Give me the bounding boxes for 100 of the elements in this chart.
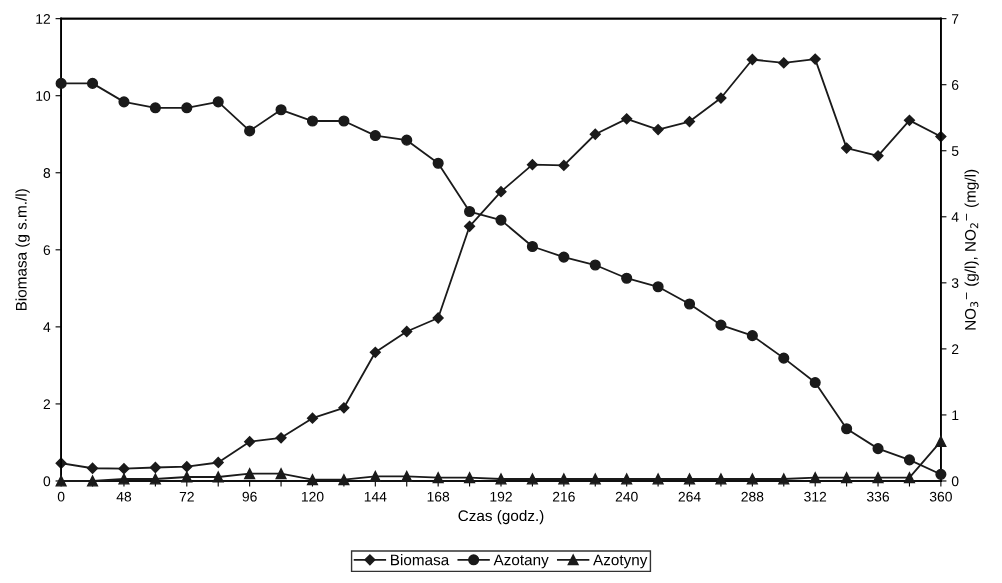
point bbox=[872, 443, 884, 455]
legend-label: Biomasa bbox=[391, 554, 450, 566]
x-tick-label: 336 bbox=[866, 491, 890, 502]
point bbox=[55, 77, 67, 89]
y2-tick-label: 3 bbox=[951, 278, 959, 289]
point bbox=[401, 470, 413, 482]
point bbox=[809, 472, 821, 484]
point bbox=[589, 473, 601, 485]
point bbox=[432, 312, 444, 324]
point bbox=[715, 319, 727, 331]
x-tick-label: 192 bbox=[490, 491, 512, 502]
point bbox=[338, 115, 350, 127]
point bbox=[526, 240, 538, 253]
point bbox=[683, 473, 696, 485]
point bbox=[432, 157, 444, 169]
y-tick-label: 12 bbox=[36, 13, 51, 24]
point bbox=[778, 57, 790, 69]
point bbox=[903, 114, 916, 126]
point bbox=[935, 435, 947, 447]
point bbox=[495, 473, 507, 485]
point bbox=[495, 186, 507, 198]
y2-tick-label: 6 bbox=[952, 80, 959, 90]
legend-label: Azotany bbox=[493, 554, 549, 569]
x-tick-label: 312 bbox=[804, 491, 827, 502]
x-axis-title: Czas (godz.) bbox=[458, 509, 544, 525]
point bbox=[715, 473, 727, 485]
point bbox=[652, 281, 664, 293]
point bbox=[212, 456, 224, 469]
point bbox=[746, 473, 758, 485]
point bbox=[244, 468, 256, 480]
point bbox=[935, 468, 947, 480]
point bbox=[903, 454, 916, 466]
point bbox=[212, 96, 224, 108]
point bbox=[306, 474, 319, 486]
point bbox=[652, 473, 664, 485]
point bbox=[306, 412, 319, 424]
point bbox=[401, 134, 413, 146]
x-tick-label: 72 bbox=[179, 491, 194, 502]
point bbox=[746, 330, 758, 342]
y2-tick-label: 7 bbox=[952, 14, 959, 24]
point bbox=[432, 472, 444, 484]
point bbox=[683, 298, 696, 310]
point bbox=[181, 471, 193, 483]
point bbox=[558, 251, 570, 263]
point bbox=[903, 472, 916, 484]
y-axis-title: Biomasa (g s.m./l) bbox=[15, 189, 30, 311]
point bbox=[275, 104, 287, 116]
x-tick-label: 96 bbox=[242, 491, 257, 502]
point bbox=[401, 325, 413, 338]
y-tick-label: 4 bbox=[43, 322, 51, 332]
point bbox=[495, 214, 507, 226]
y2-axis-title: NO$_{3}$$^{−}$ (g/l), NO$_{2}$$^{−}$ (mg/l) bbox=[964, 169, 979, 330]
y-tick-label: 2 bbox=[43, 399, 51, 409]
point bbox=[369, 346, 381, 358]
legend-label: Azotyny bbox=[593, 554, 648, 569]
point bbox=[872, 472, 884, 484]
point bbox=[778, 352, 790, 364]
x-tick-label: 288 bbox=[741, 491, 764, 502]
y-tick-label: 10 bbox=[36, 91, 51, 101]
point bbox=[118, 96, 130, 108]
x-tick-label: 168 bbox=[427, 491, 450, 502]
point bbox=[558, 159, 570, 172]
point bbox=[86, 475, 99, 487]
point bbox=[464, 472, 476, 484]
point bbox=[338, 402, 350, 414]
point bbox=[244, 125, 256, 137]
point bbox=[841, 423, 853, 435]
y2-tick-label: 5 bbox=[951, 146, 959, 156]
point bbox=[306, 115, 319, 127]
x-tick-label: 264 bbox=[678, 491, 701, 502]
point bbox=[652, 124, 664, 136]
point bbox=[841, 472, 853, 484]
y-tick-label: 6 bbox=[43, 245, 51, 255]
point bbox=[369, 470, 381, 482]
x-tick-label: 0 bbox=[57, 491, 65, 502]
point bbox=[212, 471, 224, 483]
point bbox=[118, 473, 130, 485]
point bbox=[118, 463, 130, 475]
point bbox=[841, 142, 853, 154]
point bbox=[338, 474, 350, 486]
point bbox=[181, 461, 193, 473]
point bbox=[872, 150, 884, 162]
point bbox=[809, 377, 821, 389]
point bbox=[149, 473, 161, 485]
point bbox=[621, 113, 633, 125]
point bbox=[149, 461, 161, 474]
y2-tick-label: 4 bbox=[951, 212, 959, 222]
point bbox=[181, 102, 193, 114]
point bbox=[86, 462, 99, 474]
y-tick-label: 0 bbox=[43, 476, 51, 487]
y2-tick-label: 2 bbox=[951, 344, 959, 354]
x-tick-label: 360 bbox=[929, 491, 952, 502]
x-tick-label: 48 bbox=[116, 491, 132, 502]
point bbox=[589, 259, 601, 271]
point bbox=[149, 102, 161, 114]
point bbox=[526, 473, 538, 485]
x-tick-label: 144 bbox=[364, 491, 387, 502]
point bbox=[746, 53, 758, 66]
point bbox=[463, 220, 476, 232]
point bbox=[526, 159, 539, 171]
